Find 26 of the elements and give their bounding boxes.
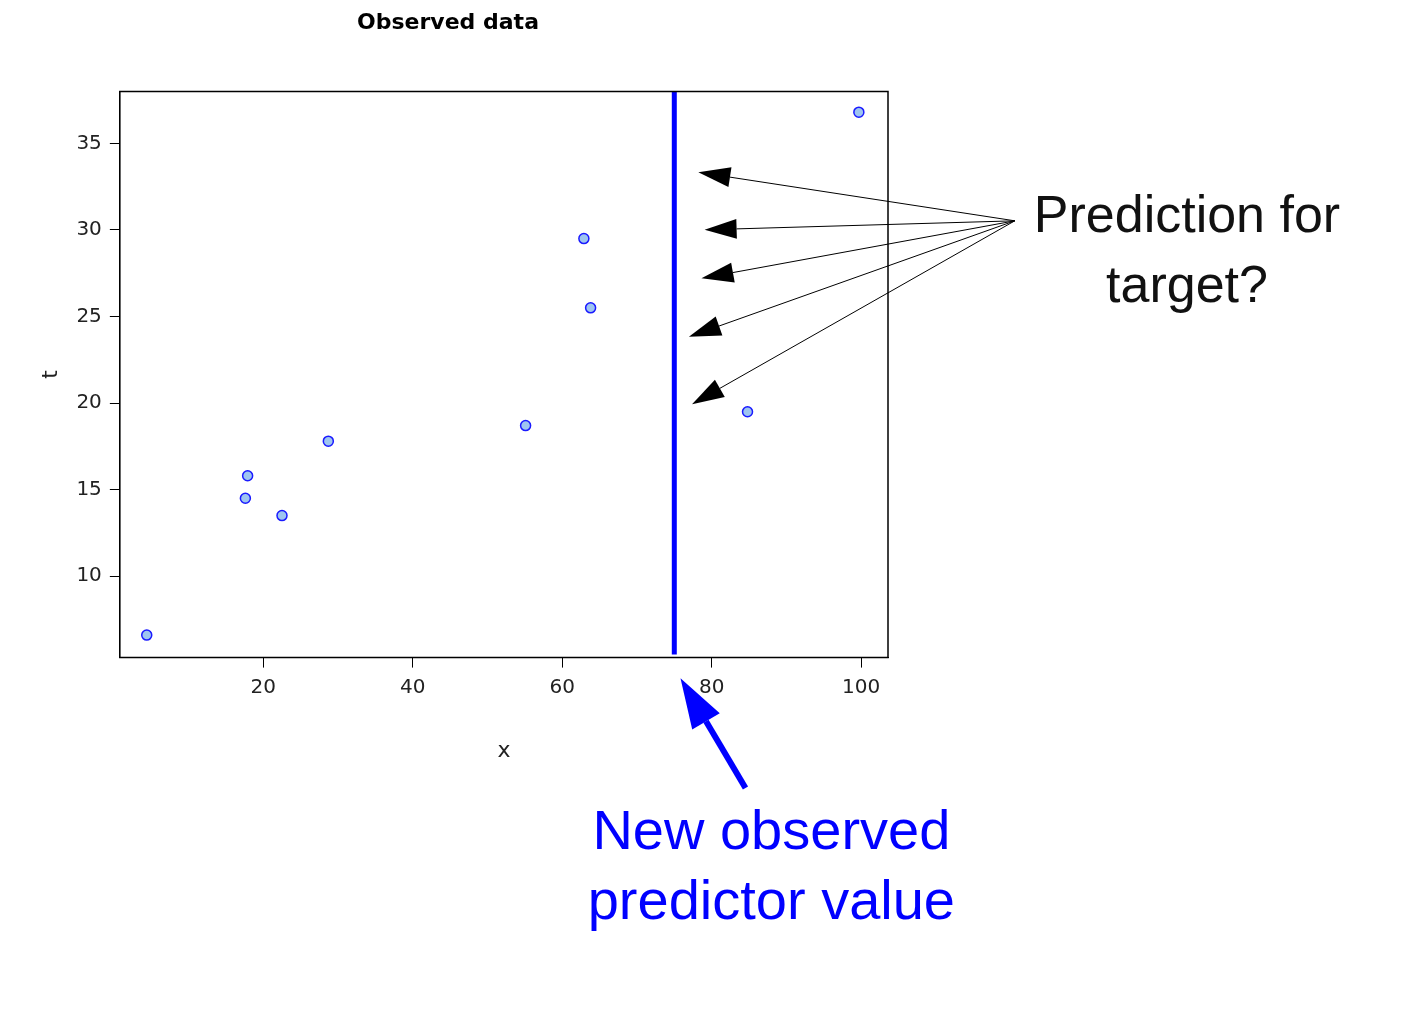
text: New observed predictor value <box>586 797 956 934</box>
y-tick-label: 20 <box>76 389 102 414</box>
text: Prediction for target? <box>1032 184 1342 316</box>
y-tick-label: 10 <box>76 562 102 587</box>
y-tick-label: 30 <box>76 216 102 241</box>
point <box>141 629 153 641</box>
chart-title: Observed data <box>357 8 539 34</box>
point <box>578 232 590 245</box>
point <box>741 405 754 418</box>
y-tick-label: 25 <box>76 302 102 327</box>
y-axis-title: t <box>36 369 62 379</box>
y-tick-label: 15 <box>76 475 102 500</box>
point <box>322 435 335 447</box>
x-tick-label: 20 <box>250 673 277 698</box>
point <box>584 302 597 314</box>
x-tick-label: 60 <box>549 673 575 698</box>
x-axis-title: x <box>497 736 511 762</box>
point <box>853 106 865 118</box>
x-tick-label: 40 <box>400 673 426 698</box>
point <box>276 509 288 522</box>
point <box>241 470 254 482</box>
x-tick-label: 100 <box>842 673 881 698</box>
point <box>519 419 532 432</box>
x-tick-label: 80 <box>698 673 725 698</box>
point <box>239 492 252 505</box>
y-tick-label: 35 <box>76 129 102 154</box>
